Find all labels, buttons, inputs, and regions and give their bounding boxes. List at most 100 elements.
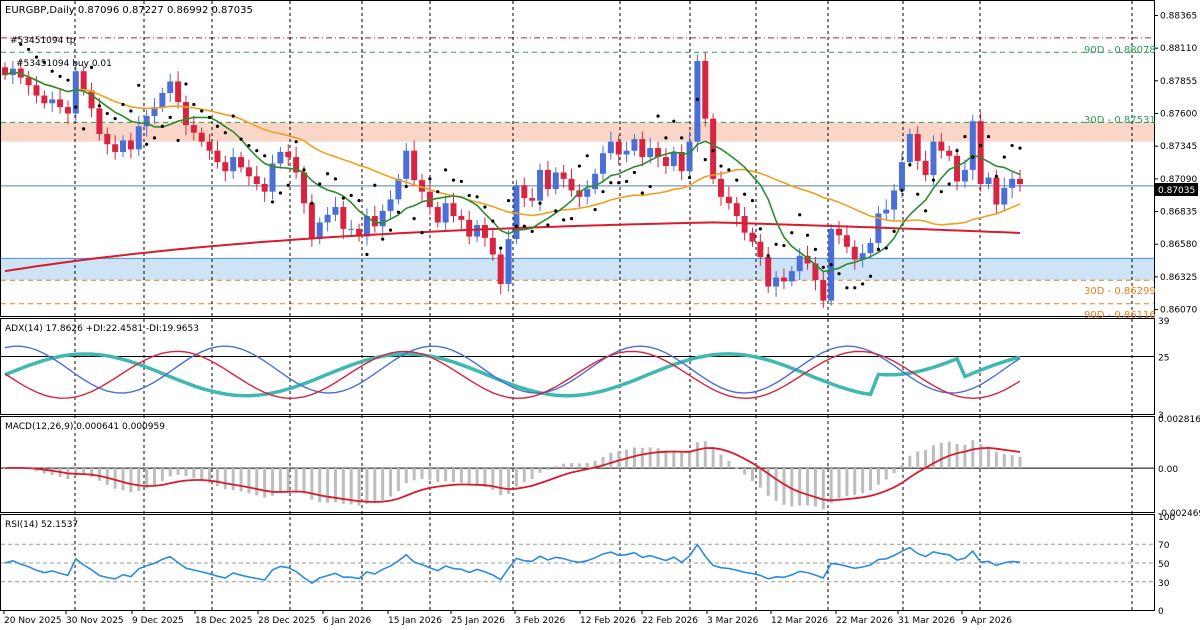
candle (906, 134, 913, 163)
candle (57, 99, 64, 108)
sar-dot (451, 178, 456, 182)
macd-bar (845, 468, 849, 496)
macd-bar (129, 468, 133, 493)
candle (308, 203, 315, 240)
macd-bar (1002, 454, 1006, 469)
macd-pane[interactable] (0, 416, 1155, 513)
sar-dot (396, 210, 401, 214)
candle (190, 125, 197, 133)
macd-bar (318, 468, 322, 503)
sar-dot (931, 178, 936, 182)
macd-bar (806, 468, 810, 506)
price-layer (1, 1, 1154, 610)
sar-dot (624, 179, 629, 184)
price-tick-label: 0.88365 (1160, 11, 1197, 21)
sar-dot (97, 104, 102, 108)
candle (1009, 178, 1016, 188)
candle (544, 169, 551, 190)
macd-bar (916, 451, 920, 469)
sar-dot (530, 229, 534, 234)
candle (505, 239, 512, 284)
candle (1001, 187, 1008, 205)
macd-bar (648, 447, 652, 469)
macd-bar (743, 468, 747, 475)
sar-dot (892, 229, 896, 234)
sar-dot (986, 134, 991, 139)
current-price-tag (1155, 183, 1198, 196)
macd-bar (467, 468, 471, 486)
candle (954, 155, 961, 182)
price-tick-label: 0.86835 (1160, 208, 1197, 218)
candle (182, 101, 189, 126)
candle (568, 178, 575, 191)
candle (883, 209, 890, 214)
date-tick-label: 9 Dec 2025 (132, 616, 184, 626)
macd-bar (113, 468, 117, 489)
candle (765, 257, 772, 287)
date-tick-label: 18 Dec 2025 (195, 616, 253, 626)
candle (112, 144, 119, 152)
macd-bar (145, 468, 149, 489)
macd-bar (790, 468, 794, 507)
candle (592, 173, 599, 190)
candle (961, 169, 968, 182)
sar-dot (428, 177, 432, 181)
candle (922, 160, 929, 176)
sar-dot (735, 178, 739, 182)
candle (245, 167, 252, 177)
sar-dot (656, 114, 660, 118)
macd-bar (813, 468, 817, 507)
macd-bar (735, 467, 739, 469)
date-tick-label: 15 Jan 2026 (388, 616, 442, 626)
date-tick-label: 12 Mar 2026 (771, 616, 828, 626)
macd-tick-label: 0.002816 (1158, 415, 1200, 425)
candle (1017, 178, 1023, 184)
macd-bar (152, 468, 156, 486)
sar-dot (82, 127, 86, 131)
candle (324, 214, 331, 223)
candle (474, 225, 481, 237)
candle (529, 198, 536, 201)
macd-bar (373, 468, 377, 503)
sar-dot (255, 149, 259, 153)
candle (222, 162, 229, 172)
sar-dot (223, 131, 227, 135)
sar-dot (994, 174, 998, 178)
sar-dot (908, 163, 912, 167)
ma50-line (4, 70, 1021, 226)
price-tick-label: 0.87855 (1160, 77, 1197, 87)
sar-dot (609, 181, 613, 185)
macd-bar (90, 468, 94, 477)
candle (64, 107, 71, 114)
macd-bar (483, 468, 487, 488)
macd-bar (223, 468, 227, 490)
macd-bar (672, 450, 676, 469)
macd-bar (782, 468, 786, 505)
candle (269, 163, 276, 192)
macd-bar (837, 468, 841, 499)
price-tick-label: 0.86325 (1160, 273, 1197, 283)
date-tick-label: 9 Apr 2026 (962, 616, 1012, 626)
candle (599, 153, 606, 174)
sar-dot (876, 247, 880, 251)
sar-dot (632, 170, 637, 175)
sar-dot (499, 246, 503, 250)
sar-dot (837, 272, 841, 276)
candle (938, 141, 945, 151)
candle (836, 228, 843, 236)
sar-dot (58, 74, 62, 78)
date-tick-label: 12 Feb 2026 (580, 616, 636, 626)
sar-dot (979, 143, 983, 148)
candle (230, 157, 237, 172)
macd-bar (585, 462, 589, 469)
macd-bar (821, 468, 825, 510)
candle (285, 151, 292, 158)
candle (694, 60, 701, 142)
candle (851, 246, 858, 260)
macd-bar (853, 468, 857, 495)
sar-dot (381, 237, 385, 241)
macd-bar (955, 443, 959, 469)
candle (340, 207, 347, 229)
macd-bar (514, 468, 518, 487)
